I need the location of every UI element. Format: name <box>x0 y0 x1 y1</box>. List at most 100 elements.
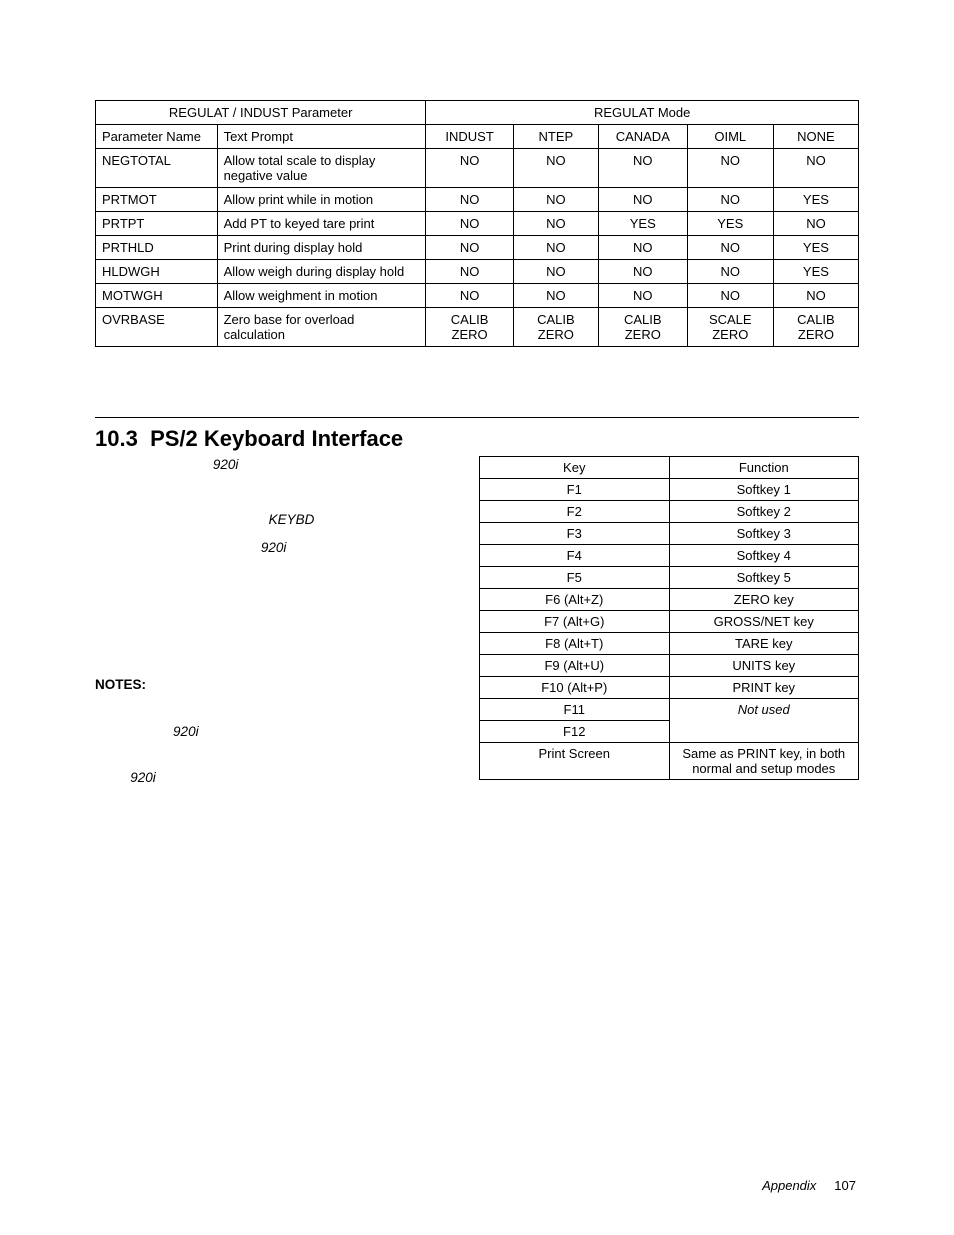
function-cell: Softkey 5 <box>669 567 859 589</box>
key-cell: F11 <box>480 699 670 721</box>
function-cell: Softkey 4 <box>669 545 859 567</box>
left-column: Serial port 2 on the 920i provides a PS/… <box>95 456 455 798</box>
param-value: NO <box>426 188 513 212</box>
param-prompt: Allow weighment in motion <box>217 284 426 308</box>
param-value: NO <box>598 149 687 188</box>
param-value: NO <box>513 284 598 308</box>
table-row: F8 (Alt+T)TARE key <box>480 633 859 655</box>
param-value: NO <box>426 236 513 260</box>
param-prompt: Allow total scale to display negative va… <box>217 149 426 188</box>
param-value: NO <box>598 284 687 308</box>
function-cell: Softkey 2 <box>669 501 859 523</box>
key-cell: F5 <box>480 567 670 589</box>
footer-label: Appendix <box>762 1178 816 1193</box>
key-cell: F8 (Alt+T) <box>480 633 670 655</box>
key-cell: F12 <box>480 721 670 743</box>
param-name: MOTWGH <box>96 284 218 308</box>
param-value: NO <box>426 212 513 236</box>
param-value: NO <box>773 284 858 308</box>
param-value: YES <box>773 188 858 212</box>
table-row: PRTMOTAllow print while in motionNONONON… <box>96 188 859 212</box>
param-prompt: Zero base for overload calculation <box>217 308 426 347</box>
table-row: F6 (Alt+Z)ZERO key <box>480 589 859 611</box>
t1-group-right: REGULAT Mode <box>426 101 859 125</box>
key-cell: F3 <box>480 523 670 545</box>
t1-mode-4: NONE <box>773 125 858 149</box>
key-cell: F9 (Alt+U) <box>480 655 670 677</box>
i920-1: 920i <box>213 457 239 472</box>
function-cell: Softkey 1 <box>669 479 859 501</box>
table-row: F4Softkey 4 <box>480 545 859 567</box>
keyboard-functions-table: Key Function F1Softkey 1F2Softkey 2F3Sof… <box>479 456 859 780</box>
function-cell: Softkey 3 <box>669 523 859 545</box>
param-value: YES <box>687 212 773 236</box>
t2-hdr-fn: Function <box>669 457 859 479</box>
param-value: CALIB ZERO <box>426 308 513 347</box>
key-cell: F7 (Alt+G) <box>480 611 670 633</box>
param-value: NO <box>426 149 513 188</box>
param-value: CALIB ZERO <box>513 308 598 347</box>
section-rule <box>95 417 859 418</box>
page-footer: Appendix107 <box>762 1178 856 1193</box>
table-row: F10 (Alt+P)PRINT key <box>480 677 859 699</box>
i920-4: 920i <box>130 770 156 785</box>
table-row: PRTPTAdd PT to keyed tare printNONOYESYE… <box>96 212 859 236</box>
param-value: NO <box>773 149 858 188</box>
key-cell: F6 (Alt+Z) <box>480 589 670 611</box>
param-value: NO <box>687 149 773 188</box>
function-cell: GROSS/NET key <box>669 611 859 633</box>
param-value: NO <box>426 284 513 308</box>
function-cell: UNITS key <box>669 655 859 677</box>
param-value: NO <box>687 236 773 260</box>
param-value: NO <box>513 260 598 284</box>
keybd: KEYBD <box>269 512 315 527</box>
param-value: NO <box>687 284 773 308</box>
param-value: YES <box>598 212 687 236</box>
table-row: F7 (Alt+G)GROSS/NET key <box>480 611 859 633</box>
param-value: NO <box>598 188 687 212</box>
t1-mode-2: CANADA <box>598 125 687 149</box>
i920-2: 920i <box>261 540 287 555</box>
param-prompt: Add PT to keyed tare print <box>217 212 426 236</box>
t1-group-left: REGULAT / INDUST Parameter <box>96 101 426 125</box>
param-name: OVRBASE <box>96 308 218 347</box>
param-value: NO <box>513 236 598 260</box>
param-value: NO <box>687 188 773 212</box>
t2-hdr-key: Key <box>480 457 670 479</box>
param-value: NO <box>687 260 773 284</box>
table-row: F1Softkey 1 <box>480 479 859 501</box>
table-row: F5Softkey 5 <box>480 567 859 589</box>
function-cell: TARE key <box>669 633 859 655</box>
function-cell: Same as PRINT key, in both normal and se… <box>669 743 859 780</box>
table-row: Print ScreenSame as PRINT key, in both n… <box>480 743 859 780</box>
key-cell: F4 <box>480 545 670 567</box>
i920-3: 920i <box>173 724 199 739</box>
key-cell: F2 <box>480 501 670 523</box>
param-value: CALIB ZERO <box>773 308 858 347</box>
table-row: HLDWGHAllow weigh during display holdNON… <box>96 260 859 284</box>
table-row: F3Softkey 3 <box>480 523 859 545</box>
param-value: YES <box>773 260 858 284</box>
section-title-text: PS/2 Keyboard Interface <box>150 426 403 451</box>
key-cell: F1 <box>480 479 670 501</box>
regulat-indust-table: REGULAT / INDUST Parameter REGULAT Mode … <box>95 100 859 347</box>
notes-heading: NOTES: <box>95 677 146 692</box>
table-row: NEGTOTALAllow total scale to display neg… <box>96 149 859 188</box>
section-heading: 10.3 PS/2 Keyboard Interface <box>95 426 859 452</box>
t1-mode-3: OIML <box>687 125 773 149</box>
param-name: PRTHLD <box>96 236 218 260</box>
param-name: HLDWGH <box>96 260 218 284</box>
section-number: 10.3 <box>95 426 138 451</box>
param-value: YES <box>773 236 858 260</box>
param-name: PRTMOT <box>96 188 218 212</box>
param-value: NO <box>426 260 513 284</box>
param-value: NO <box>513 212 598 236</box>
key-cell: Print Screen <box>480 743 670 780</box>
table-row: OVRBASEZero base for overload calculatio… <box>96 308 859 347</box>
table-row: MOTWGHAllow weighment in motionNONONONON… <box>96 284 859 308</box>
table-row: F9 (Alt+U)UNITS key <box>480 655 859 677</box>
table-row: PRTHLDPrint during display holdNONONONOY… <box>96 236 859 260</box>
param-value: NO <box>513 188 598 212</box>
param-value: NO <box>598 236 687 260</box>
param-value: NO <box>513 149 598 188</box>
